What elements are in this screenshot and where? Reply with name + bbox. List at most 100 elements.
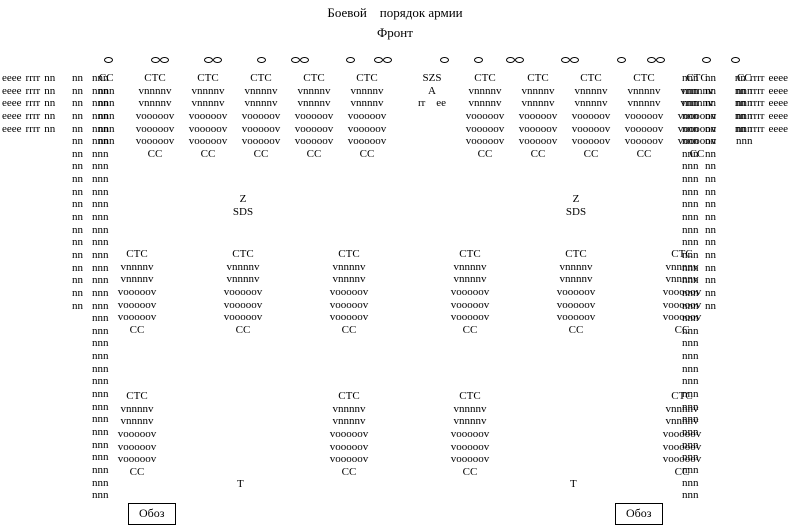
glyph-nn: nn: [72, 198, 83, 211]
ctc-block: CTCvnnnnvvnnnnvvooooovvooooovvooooovCC: [448, 390, 492, 478]
glyph-CTC: CTC: [126, 248, 147, 261]
glyph-vnnnnv: vnnnnv: [121, 403, 154, 416]
glyph-nn: nn: [72, 249, 83, 262]
glyph-nn: nn: [72, 173, 83, 186]
glyph-nnn: nnn: [682, 224, 699, 237]
ctc-block: CTCvnnnnvvnnnnvvooooovvooooovvooooovCC: [569, 72, 613, 160]
glyph-nn: nn: [705, 287, 716, 300]
glyph-vooooov: vooooov: [466, 135, 505, 148]
ring-marker: [104, 57, 113, 63]
glyph-vooooov: vooooov: [678, 123, 717, 136]
glyph-eeee: eeee: [2, 72, 22, 85]
ring-marker: [474, 57, 483, 63]
glyph-vnnnnv: vnnnnv: [298, 85, 331, 98]
glyph-vooooov: vooooov: [572, 135, 611, 148]
glyph-vooooov: vooooov: [663, 453, 702, 466]
glyph-nn: nn: [72, 262, 83, 275]
glyph-nn: nn: [705, 300, 716, 313]
oboz-box: Обоз: [128, 503, 176, 525]
glyph-CC: CC: [342, 324, 357, 337]
glyph-vooooov: vooooov: [330, 286, 369, 299]
glyph-nnn: nnn: [736, 123, 753, 136]
glyph-nnn: nnn: [92, 173, 109, 186]
glyph-nnn: nnn: [92, 489, 109, 502]
glyph-vooooov: vooooov: [330, 311, 369, 324]
glyph-vooooov: vooooov: [451, 299, 490, 312]
glyph-nnn: nnn: [682, 350, 699, 363]
glyph-nnn: nnn: [92, 363, 109, 376]
z-sds-block: ZSDS: [227, 193, 259, 218]
glyph-nnn: nnn: [736, 97, 753, 110]
side-col-nn: nnnnnnnnnn: [44, 72, 55, 135]
glyph-vooooov: vooooov: [348, 135, 387, 148]
glyph-vooooov: vooooov: [557, 311, 596, 324]
glyph-nn: nn: [72, 72, 83, 85]
glyph-nnn: nnn: [682, 363, 699, 376]
ring-marker: [257, 57, 266, 63]
glyph-nnn: nnn: [92, 262, 109, 275]
glyph-Z: Z: [573, 193, 580, 206]
glyph-nnn: nnn: [92, 236, 109, 249]
glyph-vooooov: vooooov: [348, 110, 387, 123]
glyph-vooooov: vooooov: [663, 286, 702, 299]
glyph-CTC: CTC: [565, 248, 586, 261]
glyph-CTC: CTC: [338, 248, 359, 261]
glyph-nnn: nnn: [92, 300, 109, 313]
ring-marker: [213, 57, 222, 63]
glyph-vnnnnv: vnnnnv: [351, 85, 384, 98]
glyph-vnnnnv: vnnnnv: [121, 261, 154, 274]
glyph-vnnnnv: vnnnnv: [192, 97, 225, 110]
glyph-vnnnnv: vnnnnv: [351, 97, 384, 110]
glyph-CTC: CTC: [459, 248, 480, 261]
ring-marker: [291, 57, 300, 63]
glyph-CTC: CTC: [671, 248, 692, 261]
glyph-vnnnnv: vnnnnv: [454, 273, 487, 286]
glyph-vooooov: vooooov: [242, 123, 281, 136]
glyph-vnnnnv: vnnnnv: [575, 97, 608, 110]
ctc-block: CTCvnnnnvvnnnnvvooooovvooooovvooooovCC: [186, 72, 230, 160]
glyph-nnn: nnn: [92, 477, 109, 490]
glyph-vooooov: vooooov: [295, 123, 334, 136]
glyph-vooooov: vooooov: [348, 123, 387, 136]
glyph-nnn: nnn: [92, 160, 109, 173]
glyph-CC: CC: [690, 148, 705, 161]
glyph-CTC: CTC: [232, 248, 253, 261]
glyph-CTC: CTC: [303, 72, 324, 85]
glyph-vooooov: vooooov: [663, 311, 702, 324]
ring-marker: [300, 57, 309, 63]
glyph-vooooov: vooooov: [663, 428, 702, 441]
glyph-nn: nn: [72, 300, 83, 313]
glyph-eeee: eeee: [768, 123, 788, 136]
glyph-nn: nn: [44, 110, 55, 123]
glyph-vnnnnv: vnnnnv: [333, 403, 366, 416]
glyph-vooooov: vooooov: [295, 135, 334, 148]
glyph-vooooov: vooooov: [557, 286, 596, 299]
ctc-block: CTCvnnnnvvnnnnvvooooovvooooovvooooovCC: [292, 72, 336, 160]
glyph-CC: CC: [148, 148, 163, 161]
glyph-nnn: nnn: [92, 312, 109, 325]
glyph-nn: nn: [705, 160, 716, 173]
glyph-CTC: CTC: [459, 390, 480, 403]
glyph-nnn: nnn: [92, 439, 109, 452]
glyph-vooooov: vooooov: [118, 428, 157, 441]
glyph-nn: nn: [705, 198, 716, 211]
glyph-vnnnnv: vnnnnv: [245, 85, 278, 98]
glyph-nnn: nnn: [736, 85, 753, 98]
ctc-block: CTCvnnnnvvnnnnvvooooovvooooovvooooovCC: [554, 248, 598, 336]
glyph-vooooov: vooooov: [663, 299, 702, 312]
glyph-vooooov: vooooov: [678, 110, 717, 123]
glyph-nn: nn: [72, 85, 83, 98]
glyph-nnn: nnn: [682, 375, 699, 388]
ring-marker: [702, 57, 711, 63]
glyph-nnn: nnn: [682, 186, 699, 199]
glyph-vooooov: vooooov: [519, 110, 558, 123]
ring-marker: [204, 57, 213, 63]
glyph-nnn: nnn: [92, 211, 109, 224]
glyph-rrrr: rrrr: [26, 72, 41, 85]
glyph-vooooov: vooooov: [136, 110, 175, 123]
glyph-vnnnnv: vnnnnv: [522, 85, 555, 98]
glyph-CC: CC: [236, 324, 251, 337]
ctc-block: CTCvnnnnvvnnnnvvooooovvooooovvooooovCC: [622, 72, 666, 160]
glyph-nn: nn: [72, 211, 83, 224]
glyph-A: A: [428, 85, 436, 98]
